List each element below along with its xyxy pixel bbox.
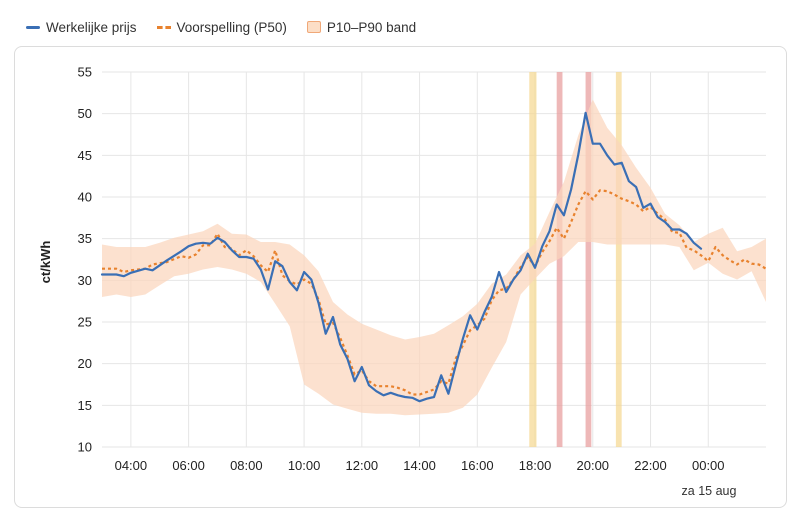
band-swatch: [306, 21, 321, 33]
p10-p90-band: [102, 99, 766, 416]
y-tick-label: 25: [78, 315, 92, 330]
actual-line-swatch: [26, 25, 40, 29]
y-tick-label: 45: [78, 148, 92, 163]
date-marker-label: za 15 aug: [682, 484, 737, 498]
x-tick-label: 14:00: [403, 458, 436, 473]
y-tick-label: 10: [78, 440, 92, 455]
y-axis-label: ct/kWh: [38, 241, 53, 284]
x-tick-label: 00:00: [692, 458, 725, 473]
legend-item-actual[interactable]: Werkelijke prijs: [26, 20, 137, 35]
x-tick-label: 20:00: [577, 458, 610, 473]
y-tick-label: 40: [78, 190, 92, 205]
x-tick-label: 18:00: [519, 458, 552, 473]
y-tick-label: 20: [78, 356, 92, 371]
x-tick-label: 22:00: [634, 458, 667, 473]
forecast-line: [102, 189, 767, 396]
chart-panel: 10 15 20 25 30 35 40 45 50 55 04:00 06:00 08:00 10:0…: [14, 46, 787, 508]
legend-label-band: P10–P90 band: [326, 19, 417, 35]
price-chart[interactable]: 10 15 20 25 30 35 40 45 50 55 04:00 06:00 08:00 10:0…: [15, 47, 788, 509]
x-tick-label: 08:00: [230, 458, 263, 473]
legend-label-actual: Werkelijke prijs: [46, 19, 137, 35]
band-area: [102, 99, 766, 416]
legend-item-forecast[interactable]: Voorspelling (P50): [156, 19, 287, 35]
y-tick-label: 15: [78, 398, 92, 413]
forecast-line-swatch: [156, 25, 171, 29]
forecast-series: [102, 189, 767, 396]
y-tick-label: 35: [78, 231, 92, 246]
x-tick-label: 16:00: [461, 458, 494, 473]
highlight-red: [556, 72, 563, 447]
actual-series: [100, 111, 703, 403]
x-tick-label: 04:00: [115, 458, 148, 473]
legend: Werkelijke prijs Voorspelling (P50) P10–…: [26, 17, 416, 37]
y-tick-label: 30: [78, 273, 92, 288]
y-tick-label: 55: [78, 65, 92, 80]
x-axis-ticks: 04:00 06:00 08:00 10:00 12:00 14:00 16:00 18:00…: [115, 458, 725, 473]
actual-line: [100, 111, 703, 403]
x-tick-label: 12:00: [346, 458, 379, 473]
legend-label-forecast: Voorspelling (P50): [176, 19, 287, 35]
highlight-red: [585, 72, 592, 447]
x-tick-label: 10:00: [288, 458, 321, 473]
highlight-yellow: [615, 72, 622, 447]
y-axis-ticks: 10 15 20 25 30 35 40 45 50 55: [78, 65, 92, 455]
legend-item-band[interactable]: P10–P90 band: [306, 19, 417, 35]
x-tick-label: 06:00: [172, 458, 205, 473]
y-tick-label: 50: [78, 106, 92, 121]
